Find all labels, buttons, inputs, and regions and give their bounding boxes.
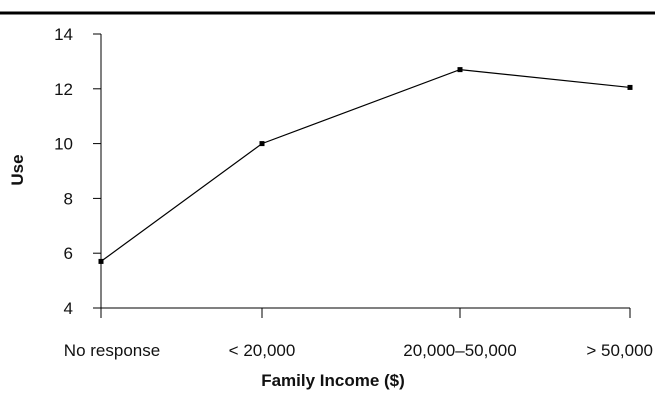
x-axis-title: Family Income ($) bbox=[261, 371, 405, 390]
data-point bbox=[457, 67, 463, 73]
y-tick-label: 4 bbox=[64, 299, 73, 318]
y-tick-label: 6 bbox=[64, 244, 73, 263]
y-axis-ticks: 4 6 8 10 12 14 bbox=[54, 25, 101, 318]
x-tick-label: No response bbox=[64, 341, 160, 360]
series-line bbox=[100, 69, 631, 262]
data-point bbox=[627, 84, 633, 90]
y-tick-label: 10 bbox=[54, 135, 73, 154]
data-point bbox=[98, 258, 104, 264]
x-tick-label: 20,000–50,000 bbox=[403, 341, 516, 360]
y-tick-label: 8 bbox=[64, 189, 73, 208]
data-point bbox=[259, 141, 265, 147]
series-group bbox=[98, 67, 633, 264]
y-axis-title: Use bbox=[8, 154, 27, 185]
y-tick-label: 12 bbox=[54, 80, 73, 99]
x-tick-label: > 50,000 bbox=[586, 341, 653, 360]
x-tick-label: < 20,000 bbox=[229, 341, 296, 360]
x-axis-ticks: No response < 20,000 20,000–50,000 > 50,000 bbox=[64, 308, 653, 360]
y-tick-label: 14 bbox=[54, 25, 73, 44]
